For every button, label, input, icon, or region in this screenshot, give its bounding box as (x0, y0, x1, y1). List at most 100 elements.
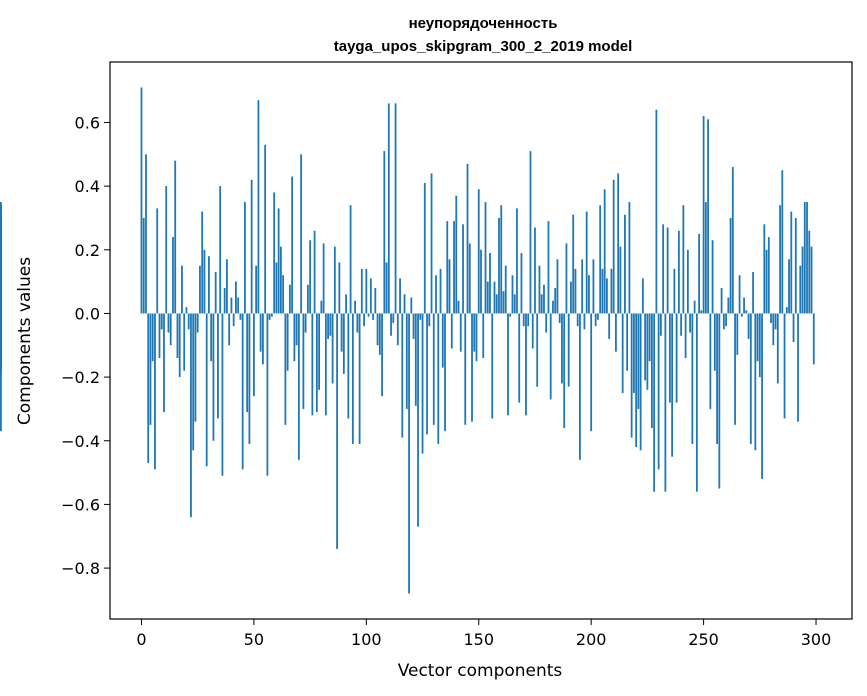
bar-248 (698, 233, 700, 314)
bar-178 (540, 294, 543, 314)
x-axis-label: Vector components (398, 661, 563, 681)
bar-14 (172, 237, 174, 314)
bar-256 (716, 313, 718, 444)
bar-260 (725, 313, 727, 327)
bar-221 (637, 313, 640, 409)
bar-227 (650, 313, 653, 429)
bar-247 (695, 313, 698, 492)
bar-257 (718, 313, 721, 489)
bar-263 (731, 167, 734, 314)
bar-237 (673, 268, 676, 314)
bar-16 (176, 313, 179, 359)
bar-170 (522, 313, 525, 327)
bar-24 (194, 313, 197, 422)
bar-128 (428, 313, 431, 327)
bar-214 (621, 313, 624, 394)
bar-80 (320, 300, 323, 314)
bar-191 (570, 281, 572, 314)
bar-181 (547, 221, 550, 314)
bar-undefined (0, 313, 2, 343)
bar-76 (311, 313, 314, 416)
bar-85 (331, 313, 334, 384)
bar-234 (666, 227, 669, 314)
bar-240 (680, 313, 683, 336)
bar-200 (590, 313, 593, 432)
y-tick-label: −0.4 (61, 432, 100, 451)
bar-37 (223, 287, 226, 314)
bar-198 (585, 211, 588, 314)
bar-61 (277, 208, 280, 314)
bar-147 (471, 313, 473, 422)
bar-92 (347, 313, 350, 419)
bar-265 (736, 313, 739, 355)
bar-25 (196, 313, 199, 333)
bar-4 (149, 313, 152, 425)
bar-228 (653, 313, 656, 492)
bar-262 (729, 217, 732, 314)
bar-142 (459, 313, 462, 352)
bar-297 (808, 230, 811, 314)
bar-6 (154, 313, 156, 470)
bar-66 (288, 284, 291, 314)
bar-186 (558, 313, 561, 323)
bar-106 (378, 313, 381, 355)
bar-91 (345, 294, 347, 314)
bar-72 (302, 313, 305, 409)
bar-261 (727, 297, 730, 314)
bar-54 (262, 313, 264, 365)
bar-33 (214, 272, 217, 314)
bar-60 (275, 262, 278, 314)
bar-107 (381, 313, 383, 397)
bar-148 (473, 313, 476, 352)
bar-123 (417, 313, 419, 527)
bar-13 (169, 313, 172, 346)
bar-52 (257, 100, 260, 314)
bar-285 (781, 170, 784, 314)
bar-90 (342, 313, 345, 374)
bar-212 (617, 173, 620, 314)
bar-295 (803, 202, 806, 314)
bar-264 (734, 313, 736, 425)
bar-113 (394, 103, 397, 314)
bar-279 (767, 237, 770, 314)
bar-146 (468, 243, 471, 314)
bar-245 (691, 313, 694, 444)
bar-157 (493, 281, 496, 314)
bar-180 (545, 313, 548, 333)
bar-236 (671, 313, 674, 457)
bar-213 (619, 246, 622, 314)
bar-124 (419, 313, 422, 320)
bar-97 (358, 313, 361, 444)
bars-group (0, 87, 815, 594)
bar-105 (376, 313, 379, 346)
bar-137 (448, 259, 451, 314)
bar-269 (745, 310, 748, 314)
bar-101 (367, 313, 370, 317)
bar-125 (421, 313, 424, 454)
bar-208 (608, 313, 611, 339)
bar-59 (273, 192, 276, 314)
bar-224 (644, 313, 647, 381)
bar-82 (324, 313, 327, 416)
bar-293 (799, 265, 802, 314)
bar-253 (709, 313, 712, 409)
bar-102 (369, 278, 372, 314)
bar-171 (525, 313, 527, 416)
bar-203 (597, 313, 599, 320)
bar-235 (668, 313, 671, 403)
y-tick-label: 0.2 (75, 241, 100, 260)
bar-129 (430, 173, 433, 314)
bar-96 (356, 313, 359, 333)
bar-48 (248, 313, 251, 444)
bar-149 (475, 313, 478, 362)
bar-23 (192, 313, 195, 451)
bar-184 (554, 287, 557, 314)
bar-194 (576, 313, 579, 327)
bar-43 (237, 297, 240, 314)
bar-192 (572, 214, 575, 314)
bar-252 (707, 119, 709, 314)
bar-249 (700, 310, 703, 314)
bar-17 (178, 313, 181, 378)
bar-122 (414, 313, 417, 406)
bar-292 (797, 313, 799, 422)
